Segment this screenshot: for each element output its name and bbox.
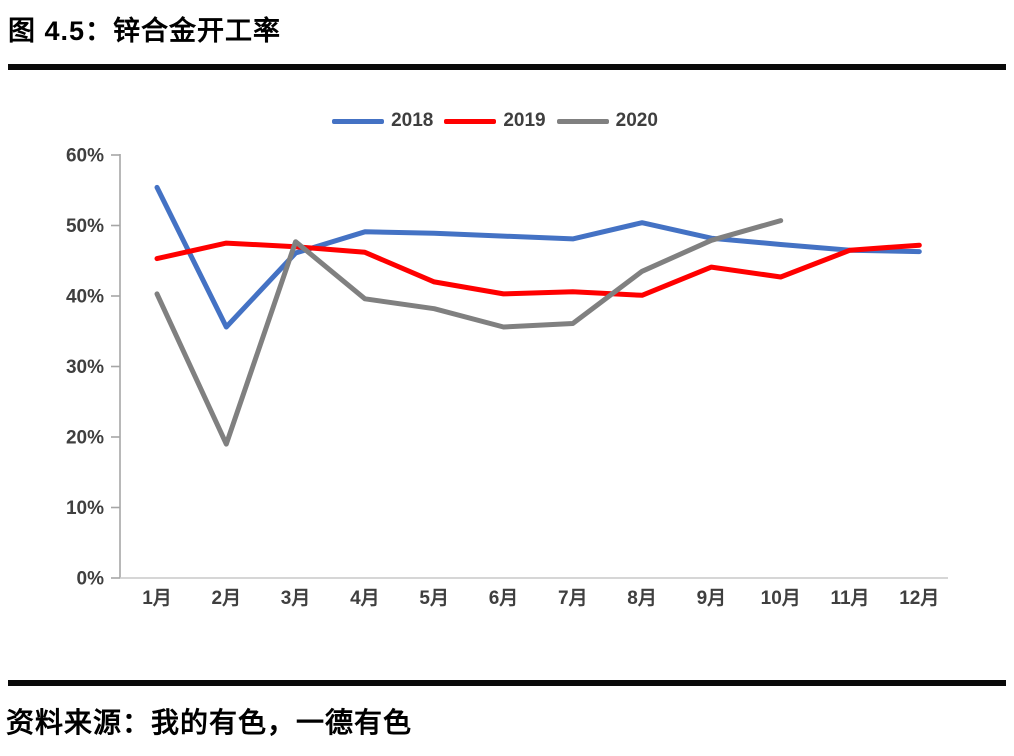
x-tick-label: 11月 [830,588,869,609]
x-tick-label: 9月 [697,588,727,609]
legend-item-2019: 2019 [444,110,546,132]
y-tick-label: 50% [66,216,104,237]
x-tick-label: 7月 [558,588,588,609]
legend-label-2019: 2019 [503,110,546,131]
chart-svg: 0% 10% 20% 30% 40% 50% 60% 1月 2月 3月 4月 5月 6月 7月 8月 9月 10… [66,146,948,609]
y-tick-label: 10% [66,498,104,519]
x-tick-label: 1月 [142,588,172,609]
figure-title: 图 4.5：锌合金开工率 [8,16,282,46]
series-line-2019 [154,240,922,298]
y-tick-label: 30% [66,357,104,378]
legend-swatch-2019 [444,118,497,124]
legend-swatch-2020 [556,118,609,124]
x-tick-label: 6月 [489,588,519,609]
y-tick-label: 60% [66,146,104,167]
x-tick-label: 2月 [212,588,242,609]
legend-label-2018: 2018 [391,110,434,131]
x-tick-label: 8月 [627,588,657,609]
y-tick-label: 20% [66,428,104,449]
series-line-2020 [154,218,784,447]
series-line-2018 [154,184,922,330]
x-tick-label: 4月 [350,588,380,609]
y-tick-label: 0% [77,569,105,590]
legend-item-2020: 2020 [556,110,658,132]
y-tick-label: 40% [66,287,104,308]
source-note: 资料来源：我的有色，一德有色 [6,707,413,738]
chart-legend: 2018 2019 2020 [0,110,990,132]
top-divider [8,64,1006,70]
bottom-divider [8,680,1006,686]
legend-swatch-2018 [332,118,385,124]
x-tick-label: 3月 [281,588,311,609]
x-tick-label: 10月 [761,588,801,609]
legend-label-2020: 2020 [615,110,658,131]
x-tick-label: 5月 [419,588,449,609]
legend-item-2018: 2018 [332,110,433,132]
x-tick-label: 12月 [899,588,939,609]
